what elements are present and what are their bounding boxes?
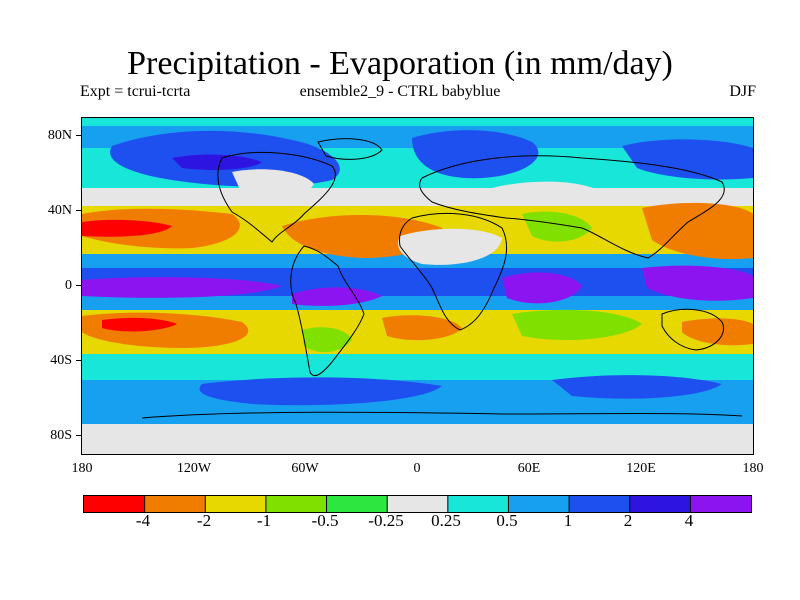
colorbar-swatch	[205, 496, 267, 512]
x-label-180w: 180	[71, 461, 93, 476]
ytick-40s	[76, 360, 81, 361]
subtitle-ensemble: ensemble2_9 - CTRL babyblue	[299, 83, 501, 100]
x-label-60w: 60W	[291, 461, 319, 476]
subtitle-experiment: Expt = tcrui-tcrta	[80, 83, 191, 100]
eurasia-coast	[419, 155, 725, 259]
arabian-sea	[522, 211, 592, 242]
colorbar-swatch	[569, 496, 631, 512]
antarctica-coast	[141, 411, 743, 419]
colorbar-swatches	[84, 496, 751, 512]
ytick-eq	[76, 285, 81, 286]
maritime-continent-itcz	[642, 265, 753, 301]
colorbar-label: -1	[256, 511, 272, 530]
ytick-80s	[76, 435, 81, 436]
colorbar	[83, 495, 752, 513]
y-label-80s: 80S	[50, 428, 72, 443]
africa-coast	[399, 212, 508, 331]
colorbar-swatch	[326, 496, 388, 512]
australia-east-dry	[682, 318, 753, 346]
southern-ocean-storm-b	[552, 375, 722, 399]
pme-field	[82, 118, 753, 454]
coastlines	[141, 138, 743, 419]
x-label-120w: 120W	[176, 461, 212, 476]
colorbar-swatch	[447, 496, 509, 512]
colorbar-label: 1	[563, 511, 573, 530]
colorbar-label: 4	[684, 511, 694, 530]
north-neutral-band	[82, 188, 753, 208]
x-label-60e: 60E	[517, 461, 541, 476]
y-label-40n: 40N	[47, 203, 72, 218]
itcz-south-band	[82, 296, 753, 310]
antarctic-band	[82, 424, 753, 454]
x-label-180e: 180	[742, 461, 764, 476]
x-label-0: 0	[413, 461, 421, 476]
north-atlantic-storm	[412, 130, 539, 179]
colorbar-label: -4	[135, 511, 151, 530]
colorbar-label: 0.25	[431, 511, 461, 530]
greenland-coast	[317, 138, 383, 160]
south-america-coast	[290, 245, 365, 377]
colorbar-swatch	[629, 496, 691, 512]
x-label-120e: 120E	[626, 461, 656, 476]
southern-ocean-storm-a	[199, 377, 442, 406]
sahara-neutral	[398, 228, 502, 265]
plot-title: Precipitation - Evaporation (in mm/day)	[127, 45, 673, 82]
pme-map	[81, 117, 754, 455]
eurasia-neutral	[492, 181, 602, 205]
colorbar-swatch	[265, 496, 328, 512]
ytick-40n	[76, 210, 81, 211]
nw-pacific-storm	[622, 139, 753, 180]
australia-coast	[661, 308, 724, 351]
nw-pacific-dry	[642, 202, 753, 260]
y-label-eq: 0	[65, 278, 72, 293]
central-pacific-itcz	[82, 277, 282, 298]
indian-ocean-itcz	[502, 272, 582, 304]
north-america-coast	[217, 151, 336, 243]
colorbar-swatch	[387, 496, 449, 512]
colorbar-swatch	[690, 496, 751, 512]
arctic-band	[82, 118, 753, 126]
s-indian-dry	[512, 309, 642, 340]
colorbar-label: -2	[196, 511, 212, 530]
se-pacific-dry-core	[102, 317, 177, 332]
y-label-40s: 40S	[50, 353, 72, 368]
colorbar-swatch	[508, 496, 570, 512]
south-america-green	[302, 327, 352, 353]
ytick-80n	[76, 135, 81, 136]
colorbar-swatch	[84, 496, 146, 512]
colorbar-label: -0.5	[311, 511, 339, 530]
y-label-80n: 80N	[47, 128, 72, 143]
s-atlantic-dry	[382, 315, 462, 341]
colorbar-label: -0.25	[368, 511, 404, 530]
subtitle-season: DJF	[729, 83, 756, 100]
north-america-neutral	[232, 169, 314, 198]
hawaii-dry-core	[82, 219, 172, 237]
colorbar-label: 0.5	[496, 511, 518, 530]
colorbar-swatch	[144, 496, 206, 512]
gulf-alaska-max	[172, 154, 262, 170]
colorbar-label: 2	[623, 511, 633, 530]
amazon-itcz	[292, 287, 382, 306]
